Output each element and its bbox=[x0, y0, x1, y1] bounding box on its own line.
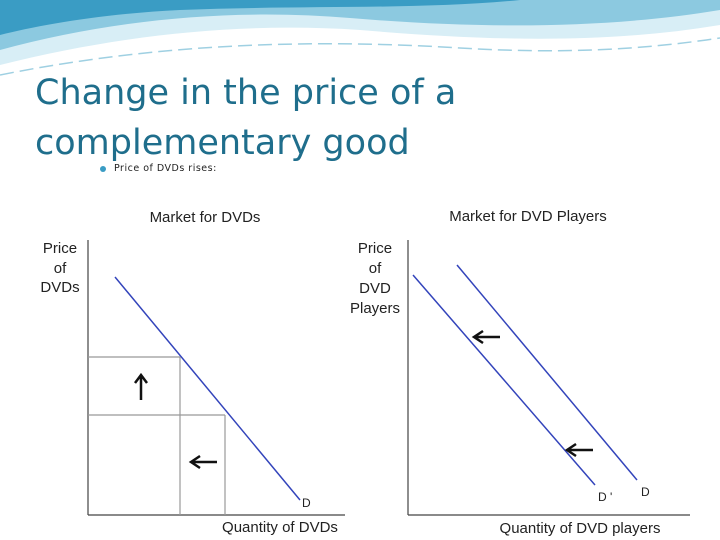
right-axes bbox=[407, 240, 690, 516]
y-label: Price bbox=[358, 240, 392, 257]
curve-label: D bbox=[302, 496, 311, 510]
demand-curve bbox=[412, 274, 596, 486]
panel-title: Market for DVDs bbox=[150, 209, 261, 226]
header-wave bbox=[0, 0, 520, 35]
header-wave bbox=[0, 37, 720, 76]
arrow bbox=[188, 454, 217, 470]
y-label: Price bbox=[43, 240, 77, 257]
header-wave bbox=[0, 0, 720, 50]
y-label: DVD bbox=[359, 280, 391, 297]
demand-curve bbox=[456, 264, 638, 481]
panel-title: Market for DVD Players bbox=[449, 208, 607, 225]
bullet-text: Price of DVDs rises: bbox=[114, 163, 217, 174]
slide-title: Change in the price of a complementary g… bbox=[35, 73, 457, 163]
y-label: of bbox=[369, 260, 382, 277]
y-label: of bbox=[54, 260, 67, 277]
y-label: Players bbox=[350, 300, 400, 317]
left-axes bbox=[87, 240, 345, 516]
y-label: DVDs bbox=[40, 279, 79, 296]
arrow bbox=[564, 442, 593, 458]
demand-curve bbox=[114, 276, 301, 501]
curve-label: D ' bbox=[598, 490, 612, 504]
arrow bbox=[471, 329, 500, 345]
x-label: Quantity of DVD players bbox=[500, 520, 661, 537]
curve-label: D bbox=[641, 485, 650, 499]
bullet: Price of DVDs rises: bbox=[100, 163, 217, 174]
figure-bg bbox=[30, 195, 690, 540]
x-label: Quantity of DVDs bbox=[222, 519, 338, 536]
arrow bbox=[134, 372, 148, 400]
